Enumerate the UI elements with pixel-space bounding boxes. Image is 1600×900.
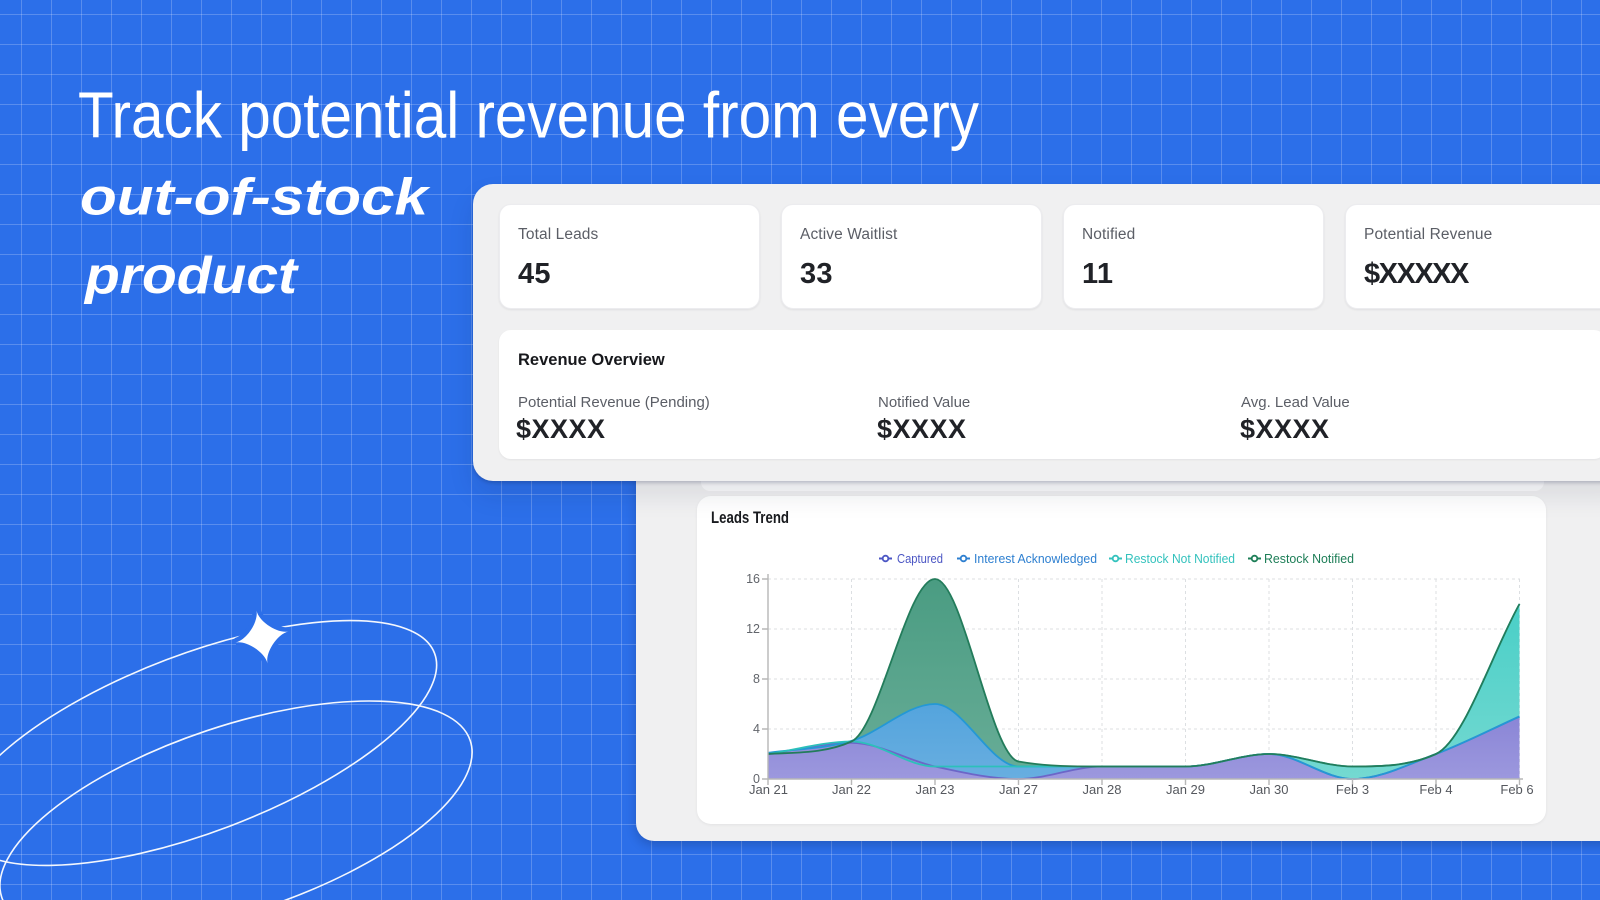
svg-text:4: 4 xyxy=(753,722,760,736)
svg-text:Feb 3: Feb 3 xyxy=(1336,782,1369,797)
svg-text:Jan 27: Jan 27 xyxy=(999,782,1038,797)
svg-text:12: 12 xyxy=(746,622,760,636)
svg-text:Restock Not Notified: Restock Not Notified xyxy=(1125,551,1235,566)
svg-text:Captured: Captured xyxy=(897,551,943,566)
svg-text:Restock Notified: Restock Notified xyxy=(1264,551,1354,566)
svg-text:Jan 29: Jan 29 xyxy=(1166,782,1205,797)
svg-text:Jan 23: Jan 23 xyxy=(915,782,954,797)
svg-text:Interest Acknowledged: Interest Acknowledged xyxy=(974,551,1097,566)
svg-text:Feb 4: Feb 4 xyxy=(1419,782,1452,797)
svg-text:Jan 30: Jan 30 xyxy=(1249,782,1288,797)
svg-text:Jan 28: Jan 28 xyxy=(1082,782,1121,797)
svg-text:16: 16 xyxy=(746,572,760,586)
svg-text:8: 8 xyxy=(753,672,760,686)
svg-text:out-of-stock: out-of-stock xyxy=(80,168,432,226)
svg-text:product: product xyxy=(83,247,300,305)
svg-text:0: 0 xyxy=(753,772,760,786)
svg-text:Leads Trend: Leads Trend xyxy=(711,508,789,527)
svg-text:Jan 21: Jan 21 xyxy=(749,782,788,797)
svg-text:Jan 22: Jan 22 xyxy=(832,782,871,797)
svg-text:Feb 6: Feb 6 xyxy=(1500,782,1533,797)
svg-text:Track potential revenue from e: Track potential revenue from every xyxy=(78,79,979,152)
